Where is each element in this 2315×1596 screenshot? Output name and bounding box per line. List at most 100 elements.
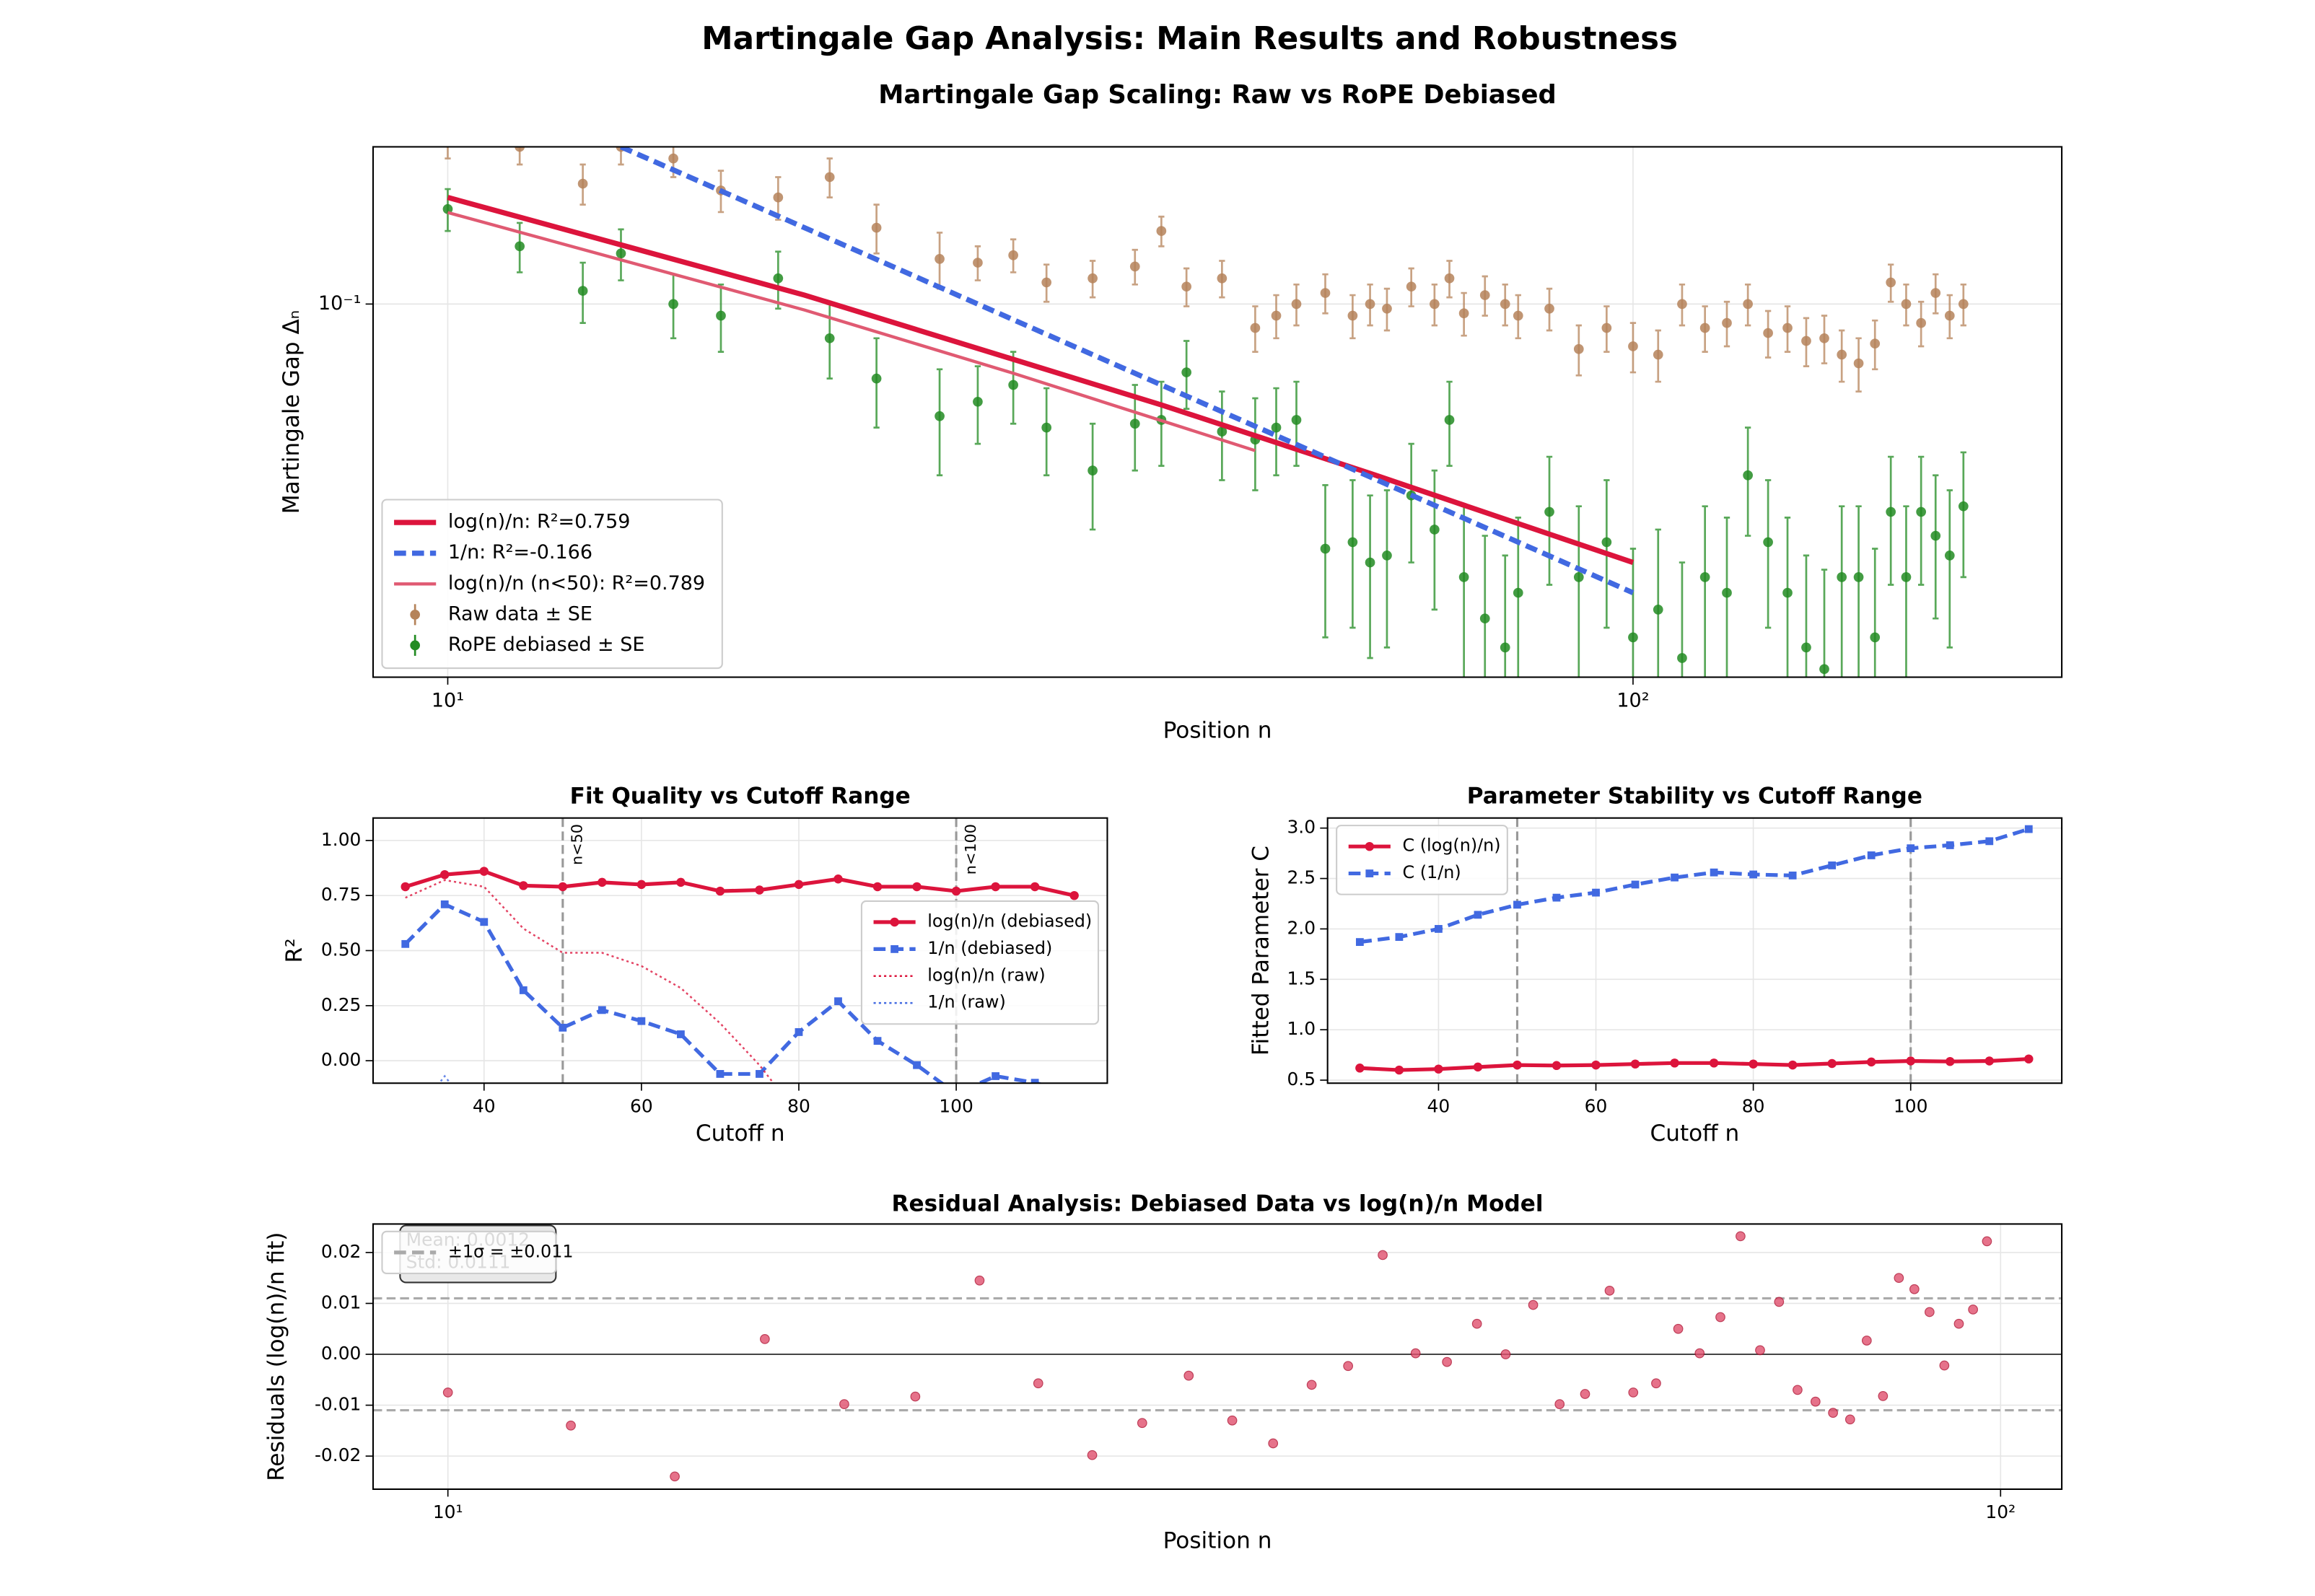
error-bar xyxy=(1888,455,1894,586)
y-tick-label: 2.5 xyxy=(1287,867,1316,888)
point xyxy=(1291,299,1302,310)
marker xyxy=(1394,1065,1404,1075)
marker xyxy=(1788,871,1797,880)
marker xyxy=(1513,1060,1522,1070)
point xyxy=(515,241,525,252)
legend-label: C (log(n)/n) xyxy=(1402,836,1500,856)
point xyxy=(670,1471,680,1482)
point xyxy=(1894,1273,1904,1284)
error-bar xyxy=(1855,505,1862,678)
panel-title: Parameter Stability vs Cutoff Range xyxy=(1467,784,1922,810)
reference-label: n<100 xyxy=(962,824,979,874)
point xyxy=(1268,1438,1279,1449)
point xyxy=(1458,572,1469,582)
point xyxy=(668,299,678,310)
marker xyxy=(1435,925,1443,933)
marker xyxy=(833,874,843,884)
point xyxy=(1722,317,1732,328)
error-bar xyxy=(1575,505,1582,678)
point xyxy=(1782,323,1793,333)
point xyxy=(1870,338,1881,349)
point xyxy=(824,333,835,343)
point xyxy=(1651,1378,1661,1389)
panel: Fit Quality vs Cutoff Range Cutoff n R² 40 6… xyxy=(281,784,1108,1146)
point xyxy=(1853,572,1864,582)
point xyxy=(1886,277,1896,288)
marker xyxy=(440,869,450,880)
error-bar xyxy=(1408,442,1414,564)
marker xyxy=(716,1070,725,1078)
marker xyxy=(1866,1057,1876,1067)
point xyxy=(1939,1360,1950,1371)
marker xyxy=(872,882,883,892)
error-bar xyxy=(1322,484,1329,639)
x-tick-label: 60 xyxy=(630,1095,653,1116)
marker xyxy=(558,882,568,892)
x-axis-label: Cutoff n xyxy=(1650,1121,1739,1146)
point xyxy=(1837,572,1847,582)
marker xyxy=(913,1061,921,1069)
marker xyxy=(1434,1064,1443,1074)
marker xyxy=(1355,938,1364,947)
plot-frame xyxy=(372,1223,2063,1490)
point xyxy=(935,254,945,264)
reference-label: n<50 xyxy=(569,824,586,865)
error-bar xyxy=(1367,494,1373,659)
marker xyxy=(2024,825,2033,833)
y-tick-label: 1.0 xyxy=(1287,1018,1316,1039)
marker xyxy=(1907,844,1915,853)
point xyxy=(1183,1370,1194,1381)
legend-label: C (1/n) xyxy=(1402,862,1461,882)
legend-label: log(n)/n (raw) xyxy=(927,965,1045,985)
y-tick-label: 1.5 xyxy=(1287,968,1316,988)
error-bar xyxy=(1872,548,1878,678)
point xyxy=(1347,537,1358,548)
legend-box xyxy=(860,900,1100,1025)
plot-area xyxy=(401,817,1079,1084)
point xyxy=(1870,632,1881,643)
plot-area xyxy=(373,1231,2062,1482)
point xyxy=(1793,1385,1803,1395)
error-bar xyxy=(1784,517,1791,678)
point xyxy=(1736,1231,1746,1242)
legend-label: 1/n (raw) xyxy=(927,992,1005,1012)
marker xyxy=(480,918,489,926)
point xyxy=(773,192,784,203)
legend-label: 1/n: R²=-0.166 xyxy=(448,541,592,564)
y-tick-label: 0.00 xyxy=(321,1343,361,1364)
point xyxy=(1217,426,1227,437)
marker xyxy=(1710,868,1718,877)
point xyxy=(1181,367,1192,377)
point xyxy=(1930,288,1941,298)
y-axis-label: R² xyxy=(281,938,307,963)
error-bar xyxy=(1744,426,1751,537)
marker xyxy=(1030,882,1040,892)
marker xyxy=(519,986,528,994)
point xyxy=(1382,551,1392,561)
marker xyxy=(1828,861,1837,869)
point xyxy=(1774,1297,1785,1307)
point xyxy=(1580,1389,1590,1399)
series-line xyxy=(1360,1057,2029,1072)
error-bar xyxy=(1089,422,1096,531)
point xyxy=(1271,422,1282,433)
x-tick-label: 10¹ xyxy=(433,1501,463,1522)
point xyxy=(1544,303,1554,314)
y-tick-label: -0.01 xyxy=(315,1394,361,1415)
point xyxy=(1944,310,1955,321)
point xyxy=(515,146,525,152)
point xyxy=(1041,277,1052,288)
panel: Parameter Stability vs Cutoff Range Cutof… xyxy=(1248,784,2063,1146)
marker xyxy=(951,886,961,896)
point xyxy=(1347,310,1358,321)
point xyxy=(1458,308,1469,319)
point xyxy=(1901,572,1912,582)
marker xyxy=(559,1023,567,1032)
legend-swatch xyxy=(410,609,421,620)
error-bar xyxy=(1839,505,1845,678)
error-bar xyxy=(1655,528,1661,678)
point xyxy=(1378,1250,1388,1260)
error-bar xyxy=(1546,455,1553,586)
panel-title: Fit Quality vs Cutoff Range xyxy=(570,784,911,810)
